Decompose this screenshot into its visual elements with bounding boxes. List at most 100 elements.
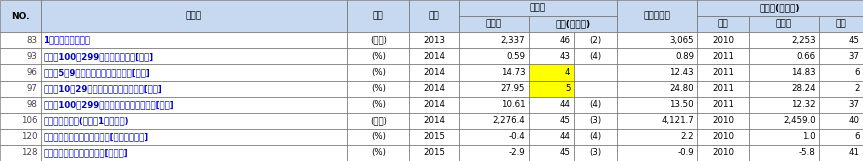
Text: 1.0: 1.0 [802,132,816,141]
Bar [749,32,819,48]
Text: (千円): (千円) [370,36,387,45]
Bar [0,0,41,32]
Text: 4,121.7: 4,121.7 [661,116,694,125]
Bar [574,113,617,129]
Bar [41,113,347,129]
Bar [0,80,41,97]
Text: 標準価格対前年平均変動率[工業地]: 標準価格対前年平均変動率[工業地] [43,148,128,157]
Text: 12.43: 12.43 [670,68,694,77]
Text: 順位: 順位 [835,20,847,29]
Bar [459,0,617,16]
Text: 2011: 2011 [712,84,734,93]
Bar [697,48,749,64]
Text: 0.66: 0.66 [797,52,816,61]
Bar [409,80,459,97]
Text: (%): (%) [371,84,386,93]
Text: 10.61: 10.61 [501,100,526,109]
Bar [529,113,574,129]
Bar [574,32,617,48]
Text: 0.59: 0.59 [507,52,526,61]
Text: 5: 5 [565,84,570,93]
Text: 2014: 2014 [423,68,445,77]
Bar [574,145,617,161]
Bar [41,97,347,113]
Bar [617,32,697,48]
Bar [459,48,529,64]
Bar [409,32,459,48]
Text: 2014: 2014 [423,84,445,93]
Bar [347,48,409,64]
Bar [459,97,529,113]
Text: 4: 4 [565,68,570,77]
Text: 43: 43 [559,52,570,61]
Bar [409,113,459,129]
Bar [819,48,863,64]
Text: 41: 41 [848,148,860,157]
Bar [819,16,863,32]
Text: 44: 44 [559,132,570,141]
Bar [459,16,529,32]
Text: -0.4: -0.4 [508,132,526,141]
Bar [529,48,574,64]
Bar [41,0,347,32]
Text: (万円): (万円) [370,116,387,125]
Bar [697,16,749,32]
Text: 14.73: 14.73 [501,68,526,77]
Text: 45: 45 [559,116,570,125]
Text: 単位: 単位 [373,12,384,21]
Text: 6: 6 [854,132,860,141]
Bar [41,64,347,80]
Bar [749,97,819,113]
Text: 2010: 2010 [712,36,734,45]
Text: 2011: 2011 [712,100,734,109]
Bar [617,64,697,80]
Bar [749,16,819,32]
Bar [0,113,41,129]
Text: 0.89: 0.89 [675,52,694,61]
Text: 2,276.4: 2,276.4 [493,116,526,125]
Bar [41,129,347,145]
Bar [749,64,819,80]
Text: 2014: 2014 [423,116,445,125]
Text: 40: 40 [848,116,860,125]
Bar [0,64,41,80]
Bar [617,0,697,32]
Text: 27.95: 27.95 [501,84,526,93]
Text: 2010: 2010 [712,148,734,157]
Bar [41,32,347,48]
Bar [697,32,749,48]
Text: 2010: 2010 [712,132,734,141]
Text: 6: 6 [854,68,860,77]
Bar [409,97,459,113]
Text: 45: 45 [848,36,860,45]
Text: 2,337: 2,337 [501,36,526,45]
Bar [529,97,574,113]
Bar [697,145,749,161]
Text: 従業者5～9人の事業所の従業者割合[民営]: 従業者5～9人の事業所の従業者割合[民営] [43,68,150,77]
Bar [697,129,749,145]
Text: 44: 44 [559,100,570,109]
Text: 2010: 2010 [712,116,734,125]
Bar [819,97,863,113]
Bar [749,48,819,64]
Bar [697,113,749,129]
Bar [459,32,529,48]
Text: -2.9: -2.9 [508,148,526,157]
Bar [749,80,819,97]
Text: 従業者10～29人の事業所の従業者割合[民営]: 従業者10～29人の事業所の従業者割合[民営] [43,84,162,93]
Text: 項目名: 項目名 [186,12,202,21]
Text: 2013: 2013 [423,36,445,45]
Bar [41,80,347,97]
Bar [347,97,409,113]
Text: 製造品出荷額等(従業者1人当たり): 製造品出荷額等(従業者1人当たり) [43,116,129,125]
Text: 3,065: 3,065 [670,36,694,45]
Text: 参考値(鳥取県): 参考値(鳥取県) [760,4,801,13]
Bar [819,113,863,129]
Text: 従業者100～299人の事業所割合[民営]: 従業者100～299人の事業所割合[民営] [43,52,154,61]
Text: 128: 128 [21,148,37,157]
Bar [697,0,863,16]
Text: 12.32: 12.32 [791,100,816,109]
Text: (2): (2) [589,36,602,45]
Bar [617,48,697,64]
Text: 28.24: 28.24 [791,84,816,93]
